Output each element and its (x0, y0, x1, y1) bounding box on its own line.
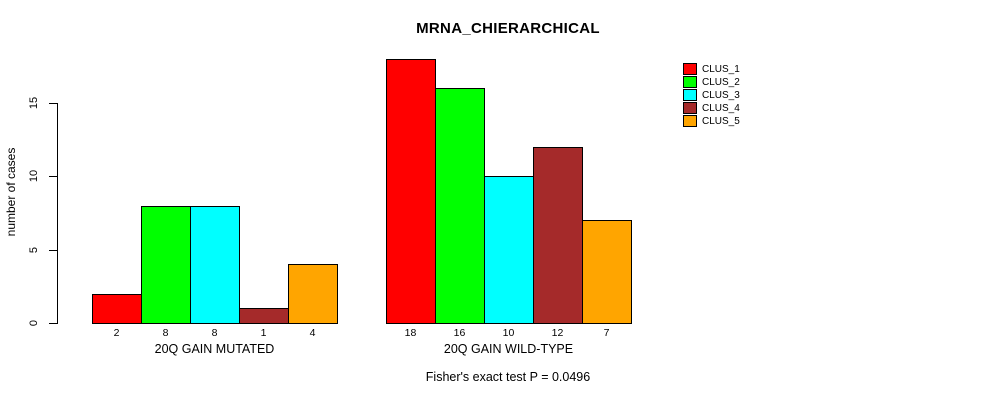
legend-item-clus_2: CLUS_2 (683, 76, 740, 88)
bar-clus_3-group2 (484, 176, 534, 324)
bar-value-label: 1 (260, 327, 267, 339)
bar-value-label: 4 (309, 327, 316, 339)
bar-value-label: 7 (603, 327, 610, 339)
y-tick-label: 15 (28, 96, 40, 110)
legend-swatch (683, 76, 697, 88)
legend-swatch (683, 89, 697, 101)
bar-clus_2-group1 (141, 205, 191, 324)
bar-clus_4-group1 (239, 308, 289, 324)
bar-clus_5-group2 (582, 220, 632, 324)
y-tick-label: 5 (28, 246, 40, 253)
y-tick-label: 0 (28, 319, 40, 327)
chart-title: MRNA_CHIERARCHICAL (416, 20, 600, 37)
legend-label: CLUS_2 (702, 76, 740, 88)
legend-swatch (683, 102, 697, 114)
y-tick-mark (49, 323, 58, 324)
annotation-text: Fisher's exact test P = 0.0496 (425, 370, 591, 384)
legend: CLUS_1 CLUS_2 CLUS_3 CLUS_4 CLUS_5 (683, 63, 740, 128)
bar-value-label: 18 (404, 327, 417, 339)
bar-value-label: 2 (113, 327, 120, 339)
legend-label: CLUS_1 (702, 63, 740, 75)
bar-clus_5-group1 (288, 264, 338, 324)
y-axis-label: number of cases (4, 147, 18, 237)
legend-item-clus_4: CLUS_4 (683, 102, 740, 114)
bar-clus_2-group2 (435, 88, 485, 324)
group-label-1: 20Q GAIN MUTATED (154, 342, 275, 356)
bar-clus_3-group1 (190, 205, 240, 324)
bar-value-label: 12 (551, 327, 564, 339)
legend-label: CLUS_3 (702, 89, 740, 101)
bar-value-label: 16 (453, 327, 466, 339)
y-tick-mark (49, 249, 58, 251)
y-tick-mark (49, 102, 58, 104)
bar-clus_1-group1 (92, 293, 142, 324)
y-axis-line (57, 103, 58, 324)
bar-value-label: 8 (162, 327, 169, 339)
group-label-2: 20Q GAIN WILD-TYPE (443, 342, 574, 356)
legend-item-clus_5: CLUS_5 (683, 115, 740, 127)
legend-item-clus_1: CLUS_1 (683, 63, 740, 75)
bar-clus_4-group2 (533, 146, 583, 324)
y-tick-mark (49, 176, 58, 178)
legend-swatch (683, 63, 697, 75)
bar-value-label: 10 (502, 327, 515, 339)
bar-clus_1-group2 (386, 58, 436, 324)
y-tick-label: 10 (28, 170, 40, 183)
legend-swatch (683, 115, 697, 127)
legend-label: CLUS_4 (702, 102, 740, 114)
legend-label: CLUS_5 (702, 115, 740, 127)
bar-value-label: 8 (211, 327, 218, 339)
legend-item-clus_3: CLUS_3 (683, 89, 740, 101)
